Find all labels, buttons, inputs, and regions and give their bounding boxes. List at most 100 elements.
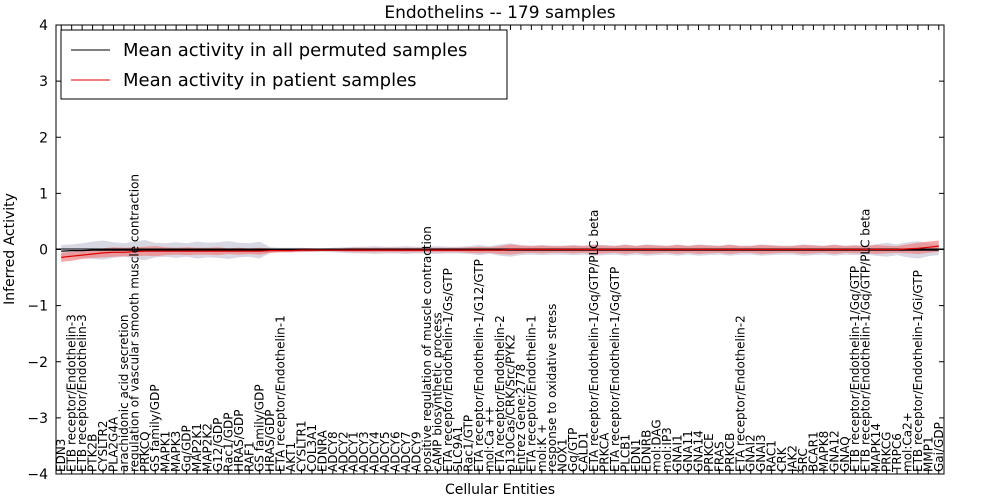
- patient-band: [61, 240, 939, 262]
- x-tick-label: MAP2K1: [190, 423, 204, 472]
- x-tick-label: ADCY8: [326, 431, 340, 472]
- x-tick-label: ETA receptor/Endothelin-1/Gq/GTP: [608, 267, 622, 472]
- x-tick-label: SRC: [796, 448, 810, 472]
- x-tick-label: mol:Ca ++: [483, 406, 497, 472]
- x-tick-label: p130Cas/CRK/Src/PYK2: [503, 334, 517, 472]
- x-tick-label: EDNRB: [639, 430, 653, 472]
- x-tick-label: GS family/GDP: [148, 384, 162, 472]
- x-tick-label: Rac1/GTP: [462, 415, 476, 472]
- x-tick-label: CALD1: [577, 432, 591, 472]
- x-tick-label: ETB receptor/Endothelin-1/Gi/GTP: [911, 270, 925, 472]
- y-tick-label: −4: [27, 467, 48, 483]
- x-tick-label: Entrez Gene:2778: [514, 364, 528, 472]
- x-tick-label: TRPC6: [890, 433, 904, 473]
- x-tick-label: PRKCE: [702, 433, 716, 472]
- x-tick-label: EDN3: [54, 439, 68, 472]
- x-tick-label: mol:IP3: [660, 427, 674, 472]
- x-tick-label: ADCY4: [368, 431, 382, 472]
- x-tick-label: PRKCB: [723, 433, 737, 472]
- x-tick-label: MAPK3: [169, 431, 183, 472]
- x-tick-label: ETA receptor/Endothelin-1: [524, 315, 538, 472]
- x-tick-label: CYSLTR2: [96, 421, 110, 472]
- x-tick-label: MAPK1: [159, 431, 173, 472]
- legend-label-permuted: Mean activity in all permuted samples: [123, 40, 467, 61]
- x-tick-label: ETA receptor/Endothelin-1/Gs/GTP: [441, 268, 455, 472]
- x-axis: [60, 25, 940, 474]
- x-tick-label: ETB receptor/Endothelin-1/Gq/GTP: [848, 266, 862, 472]
- x-tick-label: MMP1: [921, 436, 935, 472]
- x-tick-label: GS family/GDP: [253, 384, 267, 472]
- x-axis-title: Cellular Entities: [445, 482, 555, 498]
- x-tick-label: COL3A1: [305, 424, 319, 472]
- y-axis-title: Inferred Activity: [2, 193, 18, 305]
- x-tick-label: CYSLTR1: [295, 421, 309, 472]
- x-tick-label: mol:DAG: [650, 419, 664, 472]
- y-tick-label: −3: [27, 411, 48, 427]
- x-tick-label: PRKCA: [598, 432, 612, 472]
- y-tick-label: −2: [27, 355, 48, 371]
- x-tick-label: ETA receptor/Endothelin-1: [274, 315, 288, 472]
- x-tick-label: ETA receptor/Endothelin-1/Gq/GTP/PLC bet…: [587, 210, 601, 472]
- x-tick-label: ADCY3: [357, 431, 371, 472]
- legend: Mean activity in all permuted samples Me…: [60, 29, 508, 100]
- x-tick-label: mol:Ca2+: [900, 412, 914, 472]
- x-tick-label: EDN1: [629, 439, 643, 472]
- y-tick-label: 0: [39, 243, 48, 259]
- x-tick-label: cAMP biosynthetic process: [430, 312, 444, 472]
- x-tick-label: BCAR1: [806, 431, 820, 472]
- x-tick-label: GNAI1: [671, 434, 685, 472]
- x-tick-label: Gq/GTP: [566, 428, 580, 472]
- series-lines: [61, 245, 939, 258]
- x-tick-label: PLCB1: [618, 434, 632, 472]
- x-tick-label: CRK: [775, 446, 789, 472]
- x-tick-label: PRKCQ: [138, 431, 152, 472]
- x-tick-label: mol:K +: [535, 424, 549, 472]
- x-tick-label: ADCY6: [389, 431, 403, 472]
- x-tick-label: MAPK14: [869, 423, 883, 472]
- x-tick-label: HRAS/GDP: [263, 409, 277, 472]
- x-tick-label: AKT1: [284, 442, 298, 472]
- x-tick-label: ETB receptor/Endothelin-3: [65, 314, 79, 472]
- x-tick-label: GNA11: [681, 430, 695, 472]
- x-tick-label: ADCY2: [336, 431, 350, 472]
- x-tick-label: NOX1: [556, 438, 570, 472]
- y-axis: −4 −3 −2 −1 0 1 2 3 4: [27, 18, 944, 483]
- x-tick-label: PLA2G4A: [107, 416, 121, 472]
- x-tick-label: FRAS: [712, 441, 726, 472]
- patient-mean-line: [61, 245, 939, 258]
- x-tick-label: GNAQ: [838, 436, 852, 472]
- x-tick-label: GNAI3: [754, 434, 768, 472]
- x-tick-label: G12/GDP: [211, 418, 225, 472]
- y-tick-label: 1: [39, 186, 48, 202]
- chart-title: Endothelins -- 179 samples: [384, 3, 615, 23]
- x-tick-label: ETB receptor/Endothelin-3: [75, 314, 89, 472]
- x-tick-label: ADCY9: [409, 431, 423, 472]
- legend-box: [60, 29, 508, 100]
- x-tick-label: ETA receptor/Endothelin-2: [733, 315, 747, 472]
- x-tick-label: response to oxidative stress: [545, 304, 559, 472]
- x-tick-label: ETA receptor/Endothelin-1/G12/GTP: [472, 259, 486, 472]
- x-tick-label: arachidonic acid secretion: [117, 315, 131, 472]
- x-tick-label: ADCY5: [378, 431, 392, 472]
- y-tick-label: 4: [39, 18, 48, 34]
- x-tick-label: ETB receptor/Endothelin-1/Gq/GTP/PLC bet…: [859, 209, 873, 472]
- x-tick-label: Rac1/GDP: [221, 413, 235, 472]
- x-tick-label: PRKCG: [880, 432, 894, 472]
- x-tick-label: PTK2B: [86, 434, 100, 472]
- x-tick-label: regulation of vascular smooth muscle con…: [127, 174, 141, 472]
- x-tick-label: ADCY1: [347, 431, 361, 472]
- x-tick-label: GNA12: [827, 430, 841, 472]
- x-tick-label: Gq/GDP: [180, 425, 194, 472]
- x-tick-label: GNAI2: [744, 434, 758, 472]
- legend-label-patient: Mean activity in patient samples: [123, 70, 417, 91]
- y-tick-label: −1: [27, 299, 48, 315]
- x-tick-label: ETA receptor/Endothelin-2: [493, 315, 507, 472]
- x-tick-label: GNA14: [692, 430, 706, 472]
- x-tick-label: SLC9A1: [451, 426, 465, 472]
- x-tick-label: positive regulation of muscle contractio…: [420, 226, 434, 472]
- x-tick-label: MAPK8: [817, 431, 831, 472]
- x-tick-label: JAK2: [786, 445, 800, 473]
- x-tick-label: ADCY7: [399, 431, 413, 472]
- y-tick-label: 3: [39, 74, 48, 90]
